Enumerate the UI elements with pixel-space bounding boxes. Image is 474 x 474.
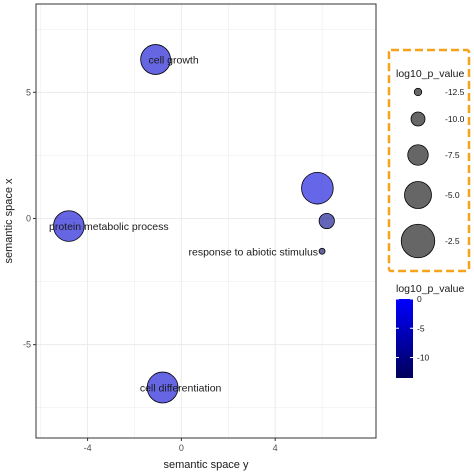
data-point: [301, 171, 334, 205]
data-point: [53, 210, 85, 242]
size-legend-label: -2.5: [445, 236, 460, 246]
x-axis-ticks: -4 0 4: [84, 438, 278, 453]
size-legend-highlight: [387, 48, 471, 273]
color-legend-label: 0: [417, 294, 422, 304]
data-point: [140, 44, 171, 75]
point-label: cell differentiation: [140, 383, 222, 395]
grid-lines: [36, 4, 376, 438]
y-tick-label: 0: [26, 213, 31, 223]
color-legend-title: log10_p_value: [396, 283, 464, 295]
size-legend: -12.5 -10.0 -7.5 -5.0 -2.5: [400, 87, 465, 259]
data-point: [318, 247, 326, 255]
size-legend-label: -7.5: [445, 150, 460, 160]
plot-border: [35, 3, 377, 439]
color-legend-label: -10: [417, 353, 430, 363]
y-tick-label: -5: [23, 340, 31, 350]
data-points: [53, 44, 335, 404]
color-legend-ticks: 0 -5 -10: [396, 294, 430, 363]
color-bar: [396, 299, 413, 378]
size-legend-label: -12.5: [445, 87, 465, 97]
x-axis-title: semantic space y: [164, 459, 249, 471]
x-tick-label: -4: [84, 443, 92, 453]
size-legend-label: -5.0: [445, 190, 460, 200]
y-axis-ticks: 5 0 -5: [23, 87, 36, 350]
point-label: protein metabolic process: [49, 221, 169, 233]
size-legend-key: [410, 111, 426, 127]
x-tick-label: 4: [273, 443, 278, 453]
point-label: response to abiotic stimulus: [188, 246, 318, 258]
x-tick-label: 0: [179, 443, 184, 453]
y-axis-title: semantic space x: [3, 178, 15, 263]
size-legend-title: log10_p_value: [396, 68, 464, 80]
size-legend-key: [413, 87, 423, 97]
point-labels: cell growth protein metabolic process resp…: [49, 55, 318, 395]
point-label: cell growth: [148, 55, 198, 67]
data-point: [146, 371, 179, 404]
color-legend-label: -5: [417, 323, 425, 333]
data-point: [318, 212, 335, 230]
size-legend-label: -10.0: [445, 114, 465, 124]
y-tick-label: 5: [26, 87, 31, 97]
size-legend-key: [407, 144, 429, 166]
size-legend-key: [404, 181, 432, 209]
size-legend-key: [400, 223, 436, 259]
